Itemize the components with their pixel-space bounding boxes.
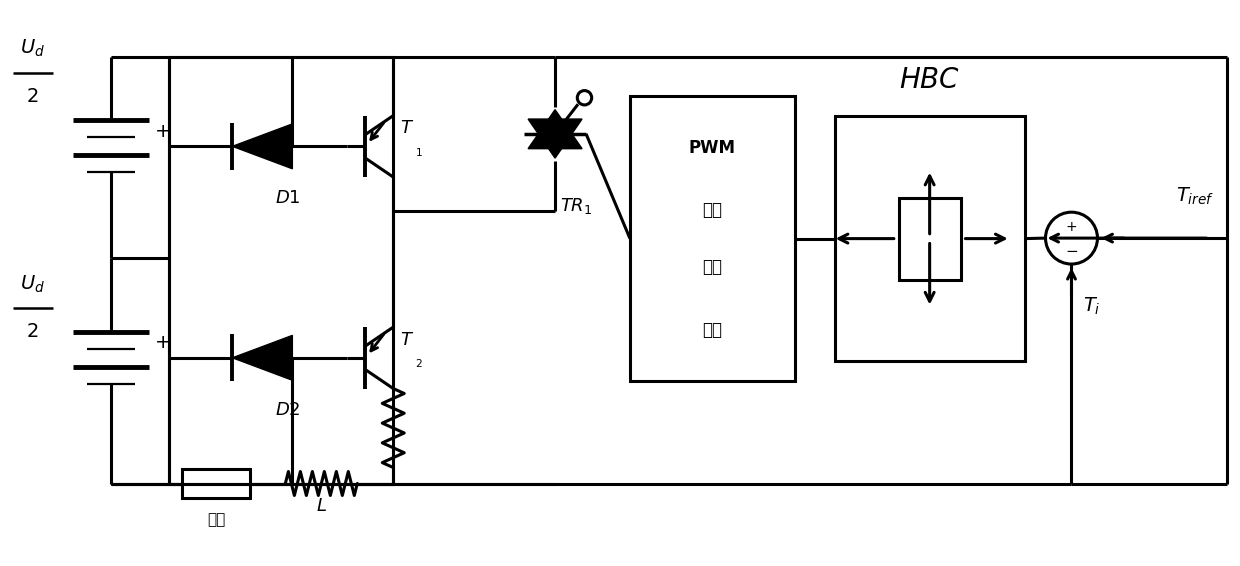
Polygon shape bbox=[528, 110, 582, 149]
Text: $T_i$: $T_i$ bbox=[1084, 295, 1101, 316]
Polygon shape bbox=[528, 119, 582, 158]
Text: $_1$: $_1$ bbox=[415, 144, 423, 159]
Text: PWM: PWM bbox=[689, 139, 735, 157]
Text: $L$: $L$ bbox=[316, 498, 327, 516]
Polygon shape bbox=[232, 124, 293, 169]
Text: $2$: $2$ bbox=[26, 87, 38, 106]
Text: 模块: 模块 bbox=[702, 320, 723, 338]
Text: $D2$: $D2$ bbox=[274, 401, 300, 419]
Text: 负载: 负载 bbox=[207, 512, 226, 528]
Bar bbox=[169, 57, 393, 483]
Text: $+$: $+$ bbox=[154, 122, 171, 141]
Text: $2$: $2$ bbox=[26, 323, 38, 341]
Text: $T_{iref}$: $T_{iref}$ bbox=[1176, 186, 1214, 207]
Text: $_2$: $_2$ bbox=[415, 355, 423, 370]
Text: $U_d$: $U_d$ bbox=[20, 38, 45, 59]
Bar bbox=[630, 96, 795, 381]
Text: $HBC$: $HBC$ bbox=[899, 66, 960, 95]
Bar bbox=[835, 117, 1024, 361]
Text: $T$: $T$ bbox=[401, 331, 414, 349]
Polygon shape bbox=[232, 336, 293, 380]
Text: $-$: $-$ bbox=[1065, 242, 1078, 256]
Circle shape bbox=[1045, 212, 1097, 264]
Text: $D1$: $D1$ bbox=[274, 189, 300, 207]
Text: 调制: 调制 bbox=[702, 258, 723, 276]
Circle shape bbox=[578, 91, 591, 105]
Text: $+$: $+$ bbox=[154, 333, 171, 353]
Text: $U_d$: $U_d$ bbox=[20, 273, 45, 295]
Text: $TR_1$: $TR_1$ bbox=[560, 196, 593, 216]
Bar bbox=[899, 198, 961, 280]
Text: $T$: $T$ bbox=[401, 119, 414, 138]
Text: $+$: $+$ bbox=[1065, 220, 1078, 234]
Bar bbox=[182, 469, 250, 499]
Text: 脉冲: 脉冲 bbox=[702, 201, 723, 219]
